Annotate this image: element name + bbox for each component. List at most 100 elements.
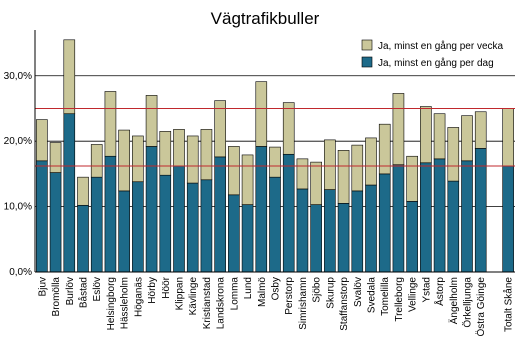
x-tick-label: Höganäs (133, 277, 144, 317)
bar-segment (365, 137, 377, 186)
bar-segment (461, 160, 473, 273)
bar-segment (200, 129, 213, 181)
bar-segment (49, 172, 62, 273)
bar-segment (474, 148, 487, 273)
bar-segment (337, 150, 350, 204)
x-tick-label: Landskrona (216, 277, 227, 330)
bar-segment (324, 189, 336, 273)
bar-segment (269, 176, 281, 273)
bar-segment (214, 156, 226, 273)
x-tick-label: Perstorp (284, 277, 295, 315)
bar-segment (420, 106, 432, 164)
bar-segment (406, 155, 418, 202)
bar-segment (132, 181, 144, 273)
y-tick-label: 30,0% (4, 71, 32, 82)
bar-segment (310, 204, 322, 273)
bar-segment (104, 91, 117, 157)
x-tick-label: Helsingborg (106, 277, 117, 330)
chart-title: Vägtrafikbuller (211, 9, 320, 28)
bar-segment (378, 173, 391, 273)
bar-segment (228, 194, 240, 273)
bar-segment (296, 158, 309, 190)
bar-segment (214, 100, 226, 158)
bar-segment (255, 81, 268, 147)
x-tick-label: Totalt Skåne (503, 277, 515, 332)
bar-segment (104, 155, 117, 273)
bar-segment (77, 176, 89, 206)
bar-segment (241, 204, 254, 273)
x-tick-label: Ängelholm (448, 277, 460, 324)
x-tick-label: Svedala (367, 277, 378, 314)
x-tick-label: Hässleholm (120, 277, 131, 329)
bar-segment (269, 146, 281, 178)
y-tick-label: 10,0% (4, 202, 32, 213)
bar-segment (392, 164, 405, 273)
y-tick-label: 0,0% (9, 267, 32, 278)
bar-segment (63, 113, 76, 273)
x-tick-label: Bromölla (51, 277, 62, 317)
x-tick-label: Sjöbo (312, 277, 323, 303)
bar-segment (241, 154, 254, 205)
y-tick-label: 20,0% (4, 136, 32, 147)
bar-segment (173, 129, 185, 167)
legend-box (356, 35, 514, 71)
x-tick-label: Eslöv (92, 277, 103, 301)
x-tick-label: Skurup (325, 277, 336, 309)
x-tick-label: Trelleborg (394, 277, 405, 322)
x-tick-label: Simrishamn (298, 277, 309, 330)
x-tick-label: Örkelljunga (462, 277, 474, 328)
bar-segment (90, 144, 103, 178)
x-tick-label: Kävlinge (188, 277, 199, 316)
bar-segment (90, 176, 103, 273)
x-tick-label: Osby (271, 277, 282, 300)
bar-segment (502, 165, 514, 273)
bar-segment (310, 161, 322, 205)
x-tick-label: Hörby (147, 277, 158, 304)
bar-segment (351, 190, 364, 273)
legend-swatch (361, 39, 373, 51)
bar-segment (433, 158, 446, 273)
bar-segment (255, 146, 268, 273)
bar-segment (49, 142, 62, 173)
x-tick-label: Båstad (78, 277, 90, 308)
x-tick-label: Staffanstorp (339, 277, 350, 331)
bar-segment (159, 131, 172, 176)
bar-segment (378, 123, 391, 175)
bar-segment (282, 153, 295, 273)
bar-segment (406, 201, 418, 273)
bar-segment (63, 39, 76, 115)
bar-segment (36, 119, 48, 162)
x-tick-label: Klippan (175, 277, 186, 310)
legend-label: Ja, minst en gång per dag (378, 57, 494, 69)
x-tick-label: Lomma (229, 277, 240, 311)
bar-segment (173, 165, 185, 273)
x-tick-label: Östra Göinge (475, 277, 487, 337)
bar-segment (324, 139, 336, 190)
x-tick-label: Burlöv (65, 277, 76, 305)
bar-segment (392, 93, 405, 166)
x-tick-label: Kristianstad (202, 277, 213, 329)
bar-segment (186, 135, 199, 184)
x-tick-label: Vellinge (408, 277, 419, 312)
bar-segment (159, 174, 172, 273)
bar-segment (474, 111, 487, 149)
bar-segment (365, 184, 377, 273)
bar-segment (145, 146, 158, 273)
bar-segment (296, 188, 309, 273)
bar-segment (228, 146, 240, 196)
bar-segment (36, 160, 48, 273)
x-tick-label: Bjuv (37, 277, 48, 296)
bar-segment (433, 113, 446, 160)
bar-segment (77, 204, 89, 273)
bar-segment (118, 190, 130, 273)
legend-label: Ja, minst en gång per vecka (378, 40, 504, 52)
bar-segment (502, 108, 514, 167)
x-tick-label: Åstorp (433, 277, 446, 306)
bar-segment (337, 203, 350, 273)
bar-segment (282, 102, 295, 155)
x-tick-label: Höör (161, 276, 172, 298)
bar-segment (447, 127, 460, 182)
bar-segment (447, 180, 460, 273)
x-tick-label: Lund (243, 277, 254, 299)
